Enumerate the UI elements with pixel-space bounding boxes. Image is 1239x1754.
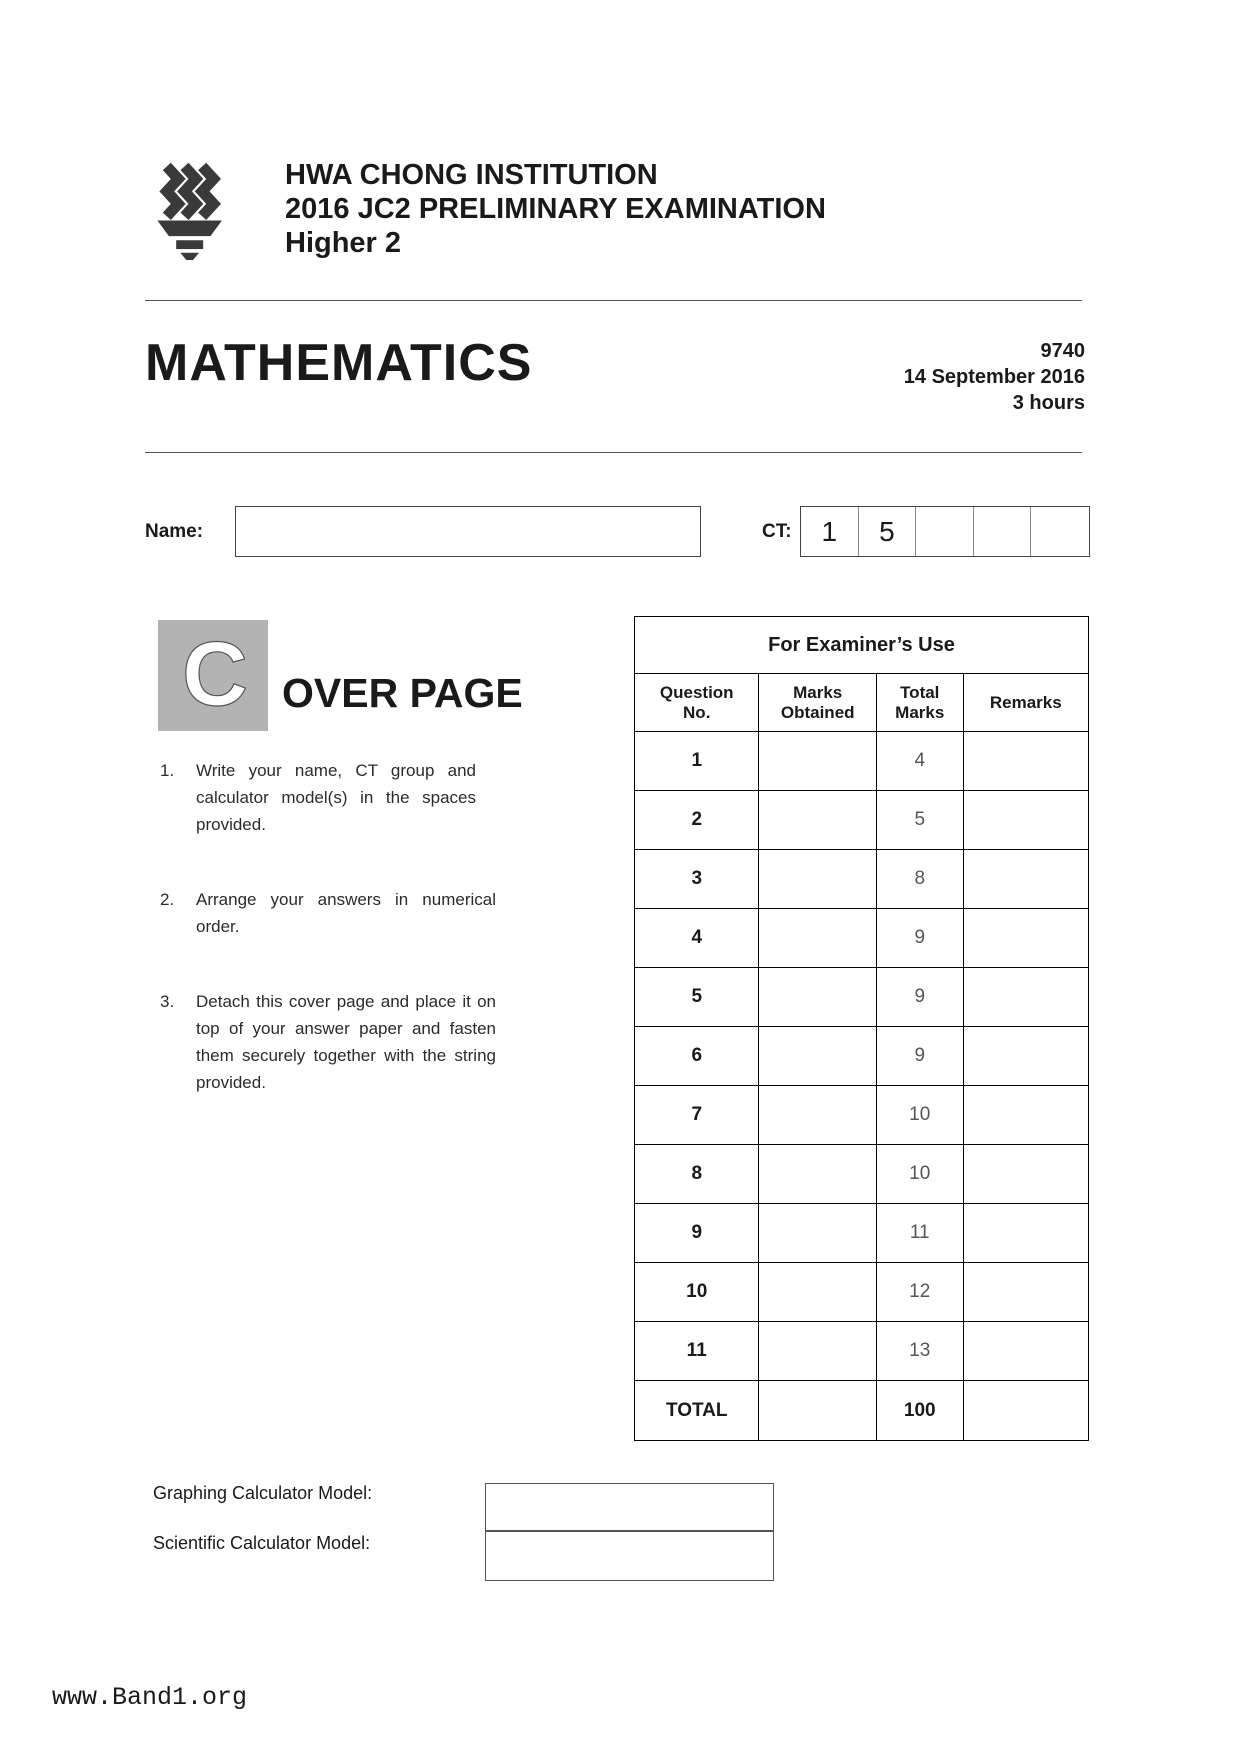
- svg-text:C: C: [182, 624, 248, 725]
